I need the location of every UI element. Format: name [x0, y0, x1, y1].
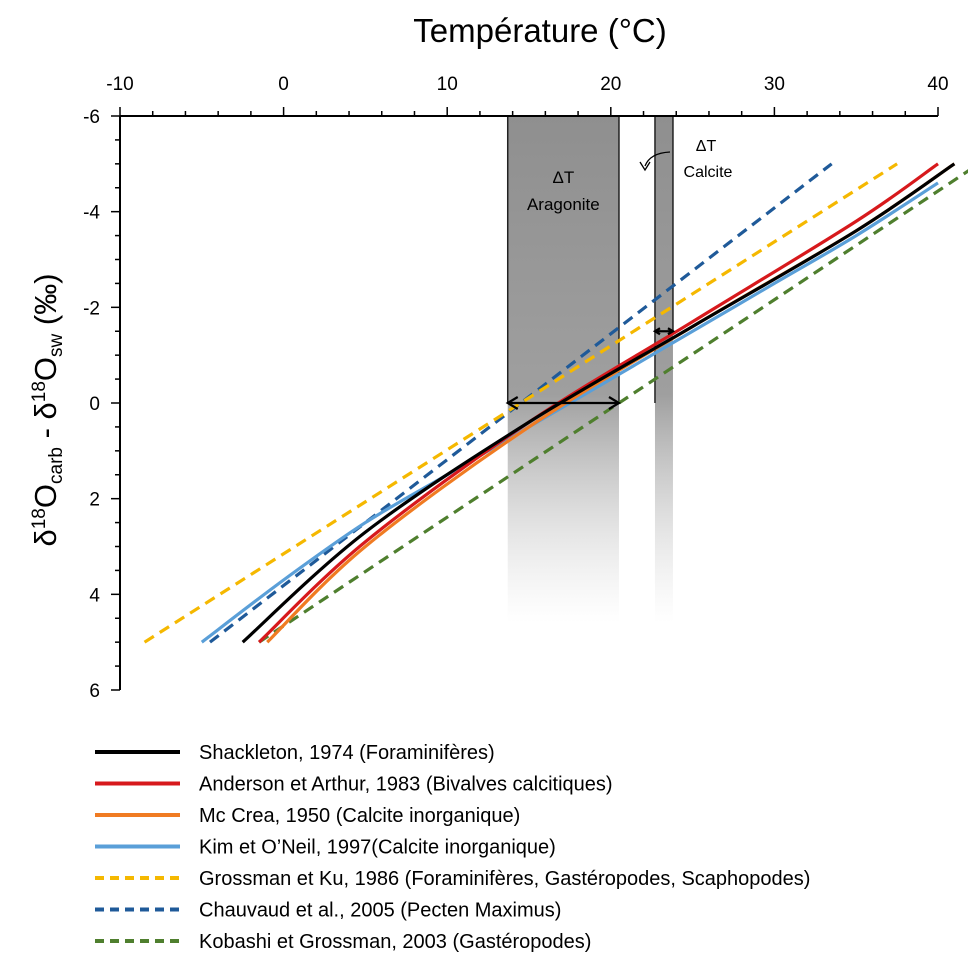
series-line: [241, 162, 956, 644]
arrows-layer: [505, 327, 676, 410]
legend-label: Grossman et Ku, 1986 (Foraminifères, Gas…: [199, 868, 810, 890]
aragonite-arrow-head-right: [608, 396, 622, 410]
calcite-arrow-head-left: [652, 327, 661, 336]
legend-label: Kobashi et Grossman, 2003 (Gastéropodes): [199, 931, 591, 953]
x-axis-ticks: -10 0 10 20 30 40: [106, 74, 949, 116]
y-tick-label: 2: [89, 490, 100, 511]
legend-item: Chauvaud et al., 2005 (Pecten Maximus): [95, 900, 561, 922]
series-line: [209, 162, 833, 644]
band-labels: ΔT Aragonite ΔT Calcite: [527, 138, 733, 214]
y-tick-label: -6: [83, 107, 100, 128]
legend-label: Mc Crea, 1950 (Calcite inorganique): [199, 805, 520, 827]
y-tick-label: 0: [89, 394, 100, 415]
legend-item: Kobashi et Grossman, 2003 (Gastéropodes): [95, 931, 591, 953]
band-aragonite: [507, 116, 619, 624]
band-calcite-label-top: ΔT: [696, 138, 717, 155]
calcite-pointer-head: [639, 161, 651, 172]
y-title-part-sub-1: carb: [46, 447, 67, 484]
y-tick-label: 6: [89, 681, 100, 702]
y-title-part-sup-1: 18: [29, 508, 50, 529]
series-line: [143, 162, 898, 644]
legend-item: Grossman et Ku, 1986 (Foraminifères, Gas…: [95, 868, 810, 890]
legend: Shackleton, 1974 (Foraminifères) Anderson…: [95, 742, 810, 953]
x-tick-label: 40: [927, 74, 948, 95]
y-title-part-unit: (‰): [28, 273, 63, 333]
y-axis-title: δ18Ocarb - δ18Osw (‰): [28, 273, 67, 546]
series-line: [257, 162, 939, 644]
x-tick-label: 10: [437, 74, 458, 95]
y-tick-label: -2: [83, 298, 100, 319]
legend-item: Shackleton, 1974 (Foraminifères): [95, 742, 495, 764]
aragonite-arrow-head-left: [505, 396, 519, 410]
y-title-part-o-2: O: [28, 357, 63, 381]
legend-label: Chauvaud et al., 2005 (Pecten Maximus): [199, 900, 561, 922]
legend-item: Mc Crea, 1950 (Calcite inorganique): [95, 805, 520, 827]
y-tick-label: 4: [89, 585, 100, 606]
legend-item: Anderson et Arthur, 1983 (Bivalves calci…: [95, 774, 613, 796]
y-title-part-o-1: O: [28, 484, 63, 508]
band-aragonite-label-bottom: Aragonite: [527, 195, 600, 214]
y-tick-label: -4: [83, 203, 100, 224]
band-calcite: [654, 116, 673, 624]
y-axis-ticks: -6 -4 -2 0 2 4 6: [83, 107, 120, 702]
x-axis-title: Température (°C): [413, 12, 666, 49]
y-title-part-minus: - δ: [28, 402, 63, 447]
legend-label: Kim et O’Neil, 1997(Calcite inorganique): [199, 837, 556, 859]
y-title-part-sup-2: 18: [29, 381, 50, 402]
x-tick-label: 20: [600, 74, 621, 95]
x-tick-label: -10: [106, 74, 133, 95]
band-aragonite-label-top: ΔT: [552, 168, 574, 187]
y-title-part-delta: δ: [28, 529, 63, 546]
y-title-part-sub-2: sw: [46, 333, 67, 357]
legend-item: Kim et O’Neil, 1997(Calcite inorganique): [95, 837, 556, 859]
legend-label: Shackleton, 1974 (Foraminifères): [199, 742, 495, 764]
bands-layer: [506, 116, 674, 624]
calcite-pointer: [644, 151, 671, 167]
series-line: [200, 181, 939, 644]
x-tick-label: 0: [278, 74, 289, 95]
band-calcite-label-bottom: Calcite: [684, 164, 733, 181]
x-tick-label: 30: [764, 74, 785, 95]
calcite-arrow-head-right: [667, 327, 676, 336]
legend-label: Anderson et Arthur, 1983 (Bivalves calci…: [199, 774, 613, 796]
